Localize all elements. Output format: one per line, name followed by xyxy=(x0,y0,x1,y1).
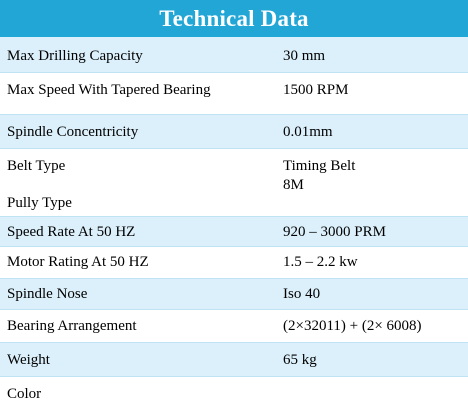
row-label: Max Speed With Tapered Bearing xyxy=(7,82,211,98)
table-row: Max Speed With Tapered Bearing 1500 RPM xyxy=(0,73,468,115)
table-row: Max Drilling Capacity 30 mm xyxy=(0,37,468,73)
row-value: 30 mm xyxy=(283,48,326,64)
table-row: Weight 65 kg xyxy=(0,343,468,377)
row-label: Motor Rating At 50 HZ xyxy=(7,254,149,270)
row-value: 0.01mm xyxy=(283,124,333,140)
table-row: Motor Rating At 50 HZ 1.5 – 2.2 kw xyxy=(0,247,468,279)
table-row: Spindle Nose Iso 40 xyxy=(0,279,468,310)
row-label: Speed Rate At 50 HZ xyxy=(7,224,136,240)
row-value: (2×32011) + (2× 6008) xyxy=(283,318,422,334)
table-row: Speed Rate At 50 HZ 920 – 3000 PRM xyxy=(0,217,468,247)
table-row: Spindle Concentricity 0.01mm xyxy=(0,115,468,149)
row-value: Timing Belt xyxy=(283,158,356,174)
table-row: Belt Type Timing Belt 8M Pully Type xyxy=(0,149,468,217)
row-label: Spindle Concentricity xyxy=(7,124,139,140)
row-value: 1500 RPM xyxy=(283,82,349,98)
row-value: Iso 40 xyxy=(283,286,321,302)
table-row: Bearing Arrangement (2×32011) + (2× 6008… xyxy=(0,310,468,343)
row-label: Belt Type xyxy=(7,158,66,174)
table-row: Color xyxy=(0,377,468,410)
row-value: 65 kg xyxy=(283,352,317,368)
row-label-secondary: Pully Type xyxy=(7,195,72,211)
row-label: Weight xyxy=(7,352,50,368)
row-value: 1.5 – 2.2 kw xyxy=(283,254,358,270)
table-title: Technical Data xyxy=(0,0,468,37)
row-label: Bearing Arrangement xyxy=(7,318,137,334)
row-label: Max Drilling Capacity xyxy=(7,48,143,64)
row-label: Color xyxy=(7,386,42,402)
row-value: 920 – 3000 PRM xyxy=(283,224,386,240)
row-value-secondary: 8M xyxy=(283,177,304,193)
row-label: Spindle Nose xyxy=(7,286,88,302)
